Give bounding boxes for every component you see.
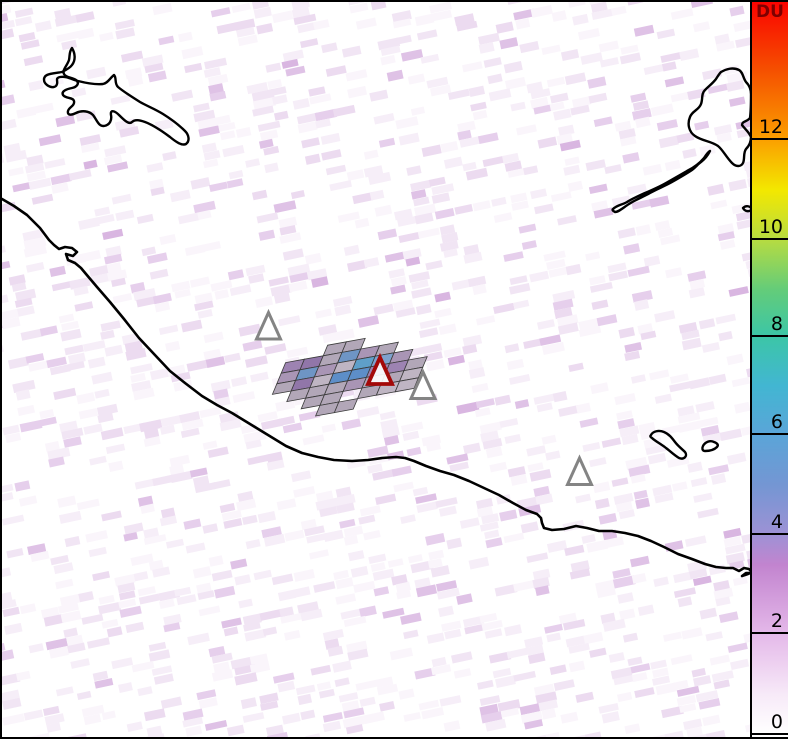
colorbar-tick-line xyxy=(752,533,788,535)
island-east-2 xyxy=(701,440,719,453)
colorbar-tick-label: 10 xyxy=(758,216,783,238)
water-northeast-2 xyxy=(611,149,712,214)
colorbar-tick-line xyxy=(752,238,788,240)
coastline-main xyxy=(2,197,750,578)
map-panel xyxy=(2,2,750,737)
lake-northwest xyxy=(42,46,190,146)
colorbar-gradient xyxy=(752,2,788,737)
volcano-marker xyxy=(565,454,594,486)
colorbar-tick-line xyxy=(752,335,788,337)
map-canvas xyxy=(2,2,750,737)
islet-right-edge xyxy=(741,205,750,213)
volcano-marker xyxy=(408,368,438,400)
colorbar-tick-label: 4 xyxy=(770,511,783,533)
coastlines xyxy=(2,46,750,578)
colorbar-tick-label: 6 xyxy=(770,411,783,433)
colorbar-tick-label: 8 xyxy=(770,313,783,335)
water-northeast-1 xyxy=(687,67,750,168)
colorbar-tick-label: 12 xyxy=(758,116,783,138)
volcano-markers xyxy=(254,308,594,486)
so2-cell xyxy=(333,398,359,414)
colorbar-tick-label: 0 xyxy=(770,711,783,733)
colorbar-tick-line xyxy=(752,632,788,634)
colorbar-unit-label: DU xyxy=(756,2,784,22)
island-east-1 xyxy=(649,429,688,460)
so2-plume-cells xyxy=(271,337,428,417)
colorbar: 12 10 8 6 4 2 0 DU xyxy=(750,2,788,737)
colorbar-tick-line xyxy=(752,733,788,735)
volcano-marker xyxy=(254,308,283,341)
erupting-volcano-marker xyxy=(365,352,395,386)
colorbar-tick-label: 2 xyxy=(770,610,783,632)
colorbar-tick-line xyxy=(752,433,788,435)
colorbar-tick-line xyxy=(752,138,788,140)
